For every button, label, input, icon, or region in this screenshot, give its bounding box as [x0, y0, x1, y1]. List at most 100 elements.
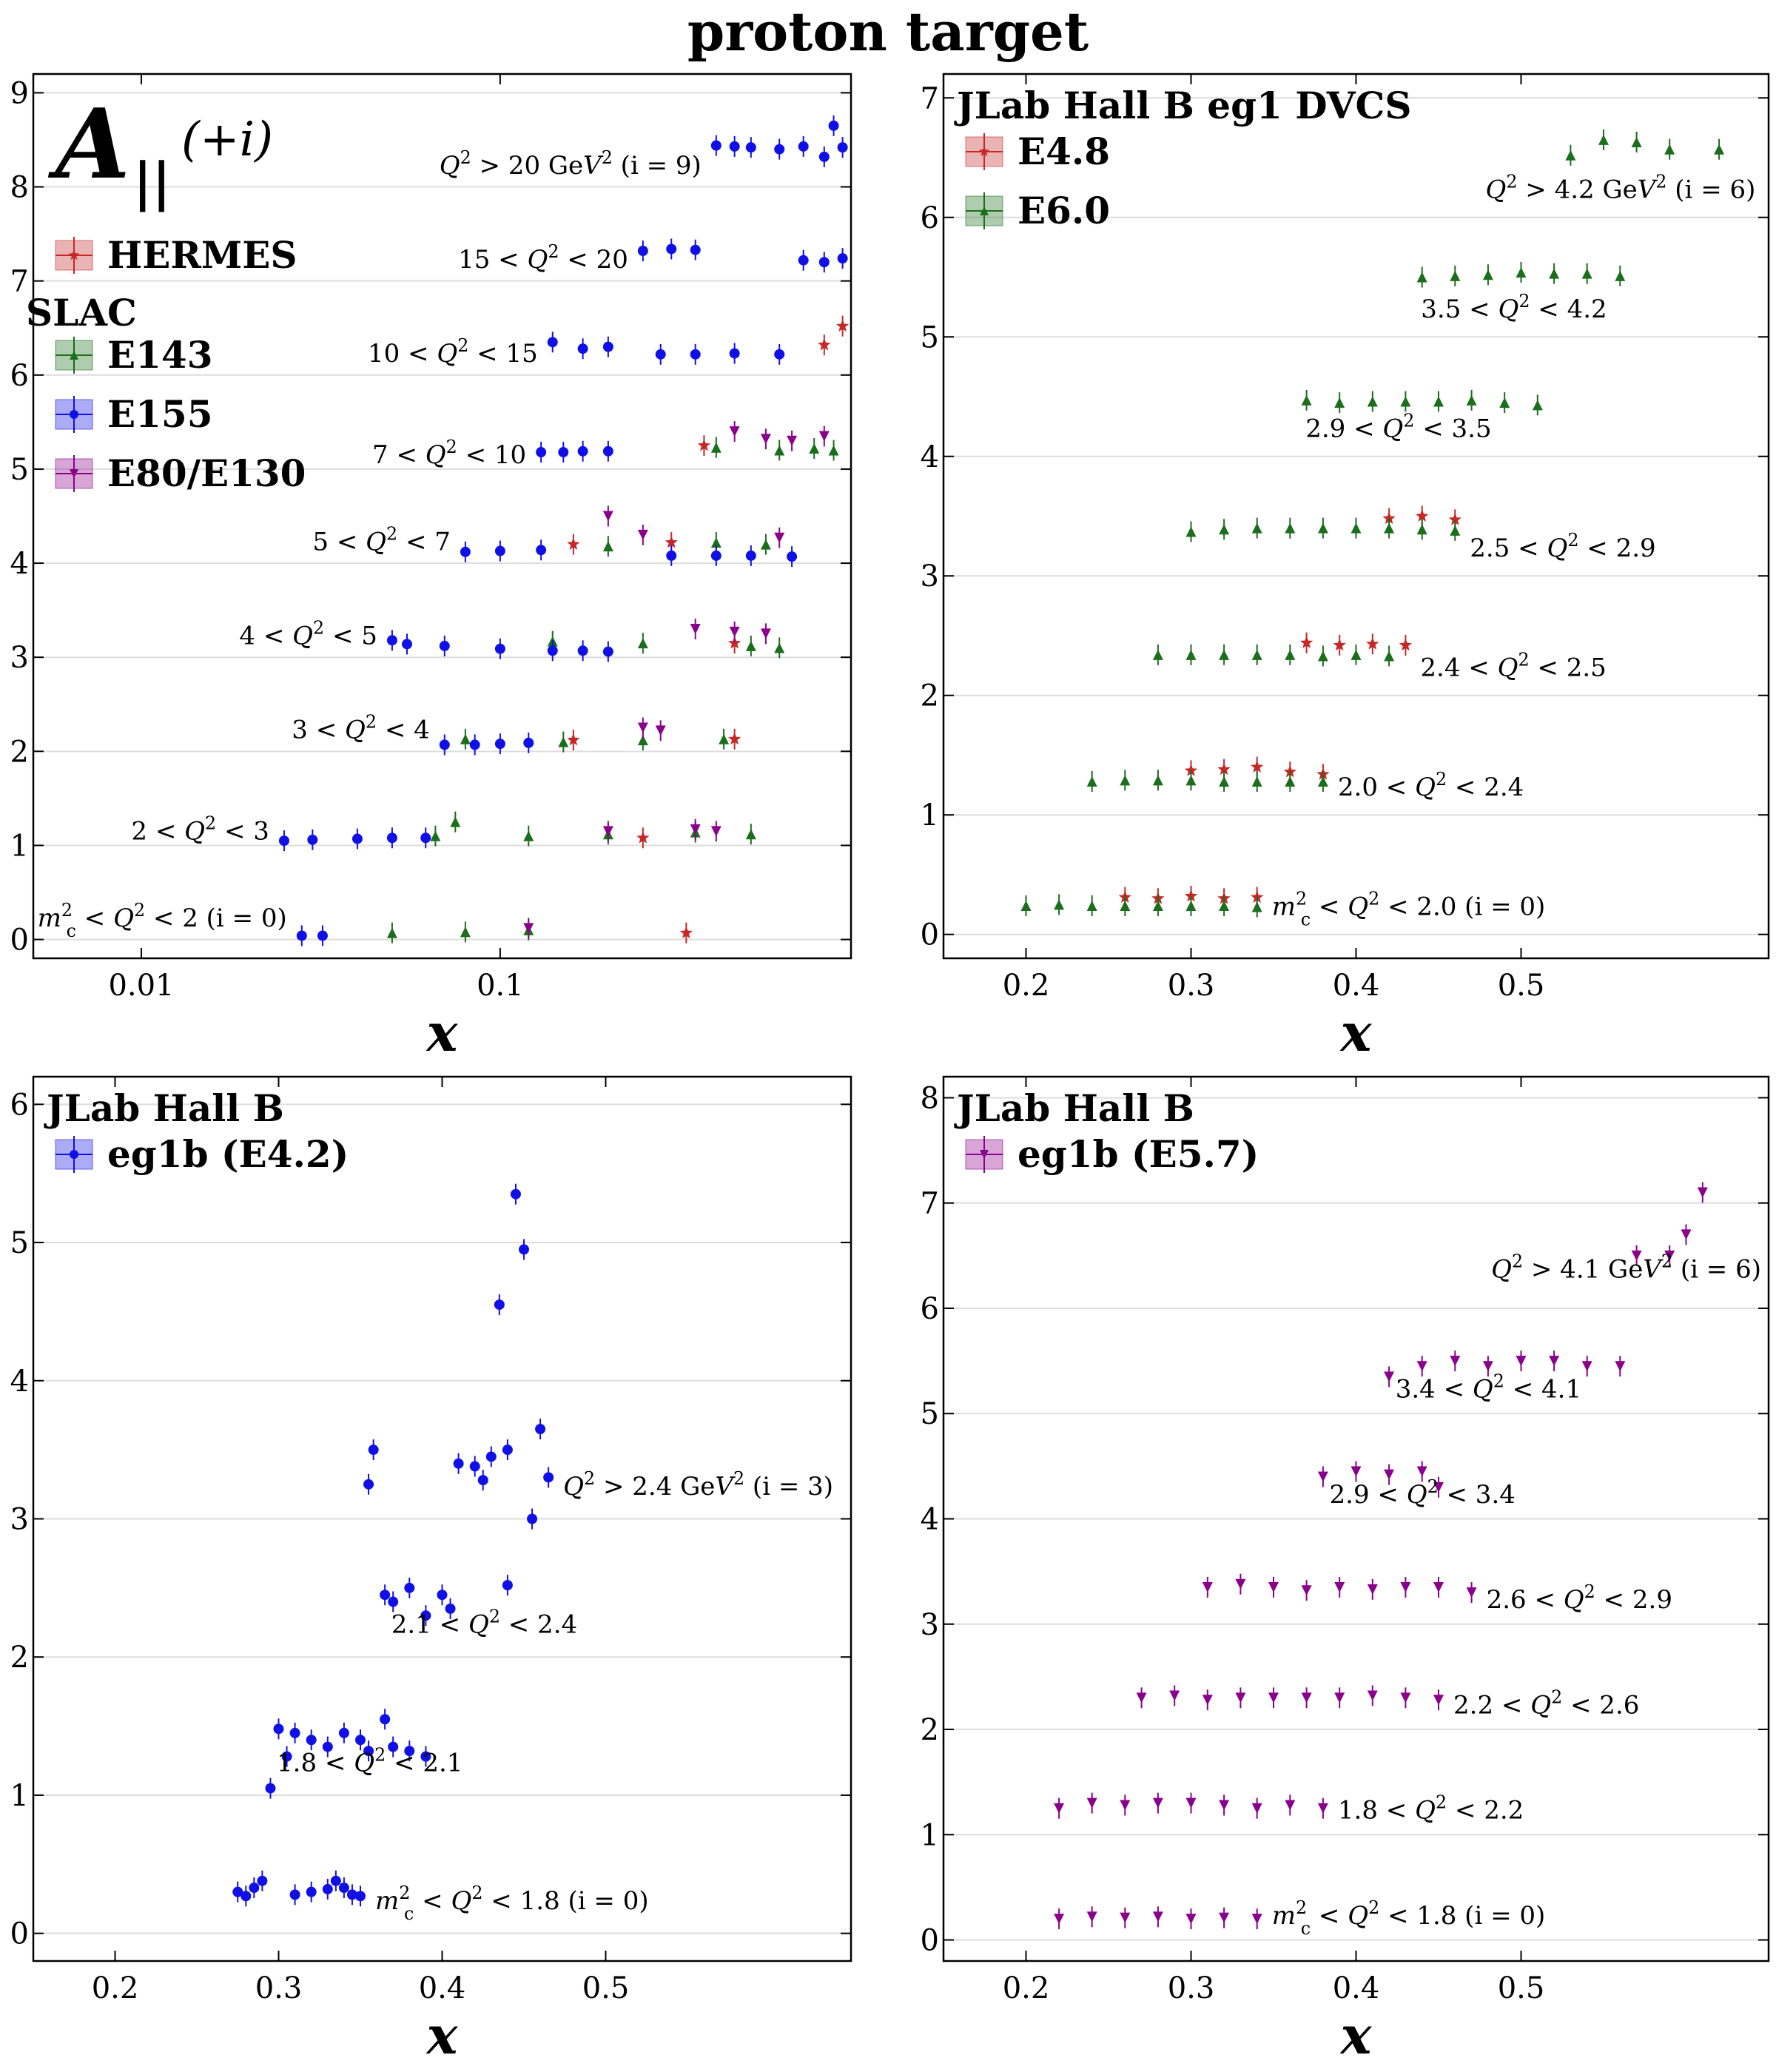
x-tick-label: 0.3 — [1168, 969, 1215, 1003]
data-point — [460, 546, 471, 557]
data-point — [1384, 1469, 1395, 1480]
x-tick-label: 0.5 — [582, 1971, 630, 2005]
data-point — [1086, 1911, 1097, 1923]
data-point — [1631, 137, 1642, 148]
data-point — [469, 739, 480, 750]
data-point — [388, 1596, 399, 1607]
data-point — [697, 439, 711, 451]
bin-label: Q2 > 20 GeV2 (i = 9) — [440, 147, 702, 181]
legend-marker — [980, 1150, 989, 1159]
data-point — [1400, 1581, 1411, 1592]
data-point — [745, 550, 756, 561]
data-point — [1301, 394, 1312, 406]
legend-marker — [70, 1150, 78, 1159]
bin-label: m2 c < Q2 < 1.8 (i = 0) — [1272, 1897, 1546, 1939]
panel-top-right: 0 1 2 3 4 5 6 7 0.2 0.3 0.4 0.5 x m2 c < Q2 < 2.0 (i =… — [921, 73, 1770, 1063]
bin-label: m2 c < Q2 < 1.8 (i = 0) — [375, 1883, 649, 1924]
y-tick-label: 7 — [10, 265, 29, 299]
data-point — [1532, 400, 1543, 411]
data-point — [1152, 649, 1163, 660]
bin-label: Q2 > 4.1 GeV2 (i = 6) — [1491, 1251, 1761, 1284]
series-e6-0 — [1020, 129, 1725, 918]
data-point — [1581, 268, 1592, 279]
data-point — [745, 829, 756, 840]
data-point — [690, 349, 701, 360]
bin-label: 15 < Q2 < 20 — [458, 241, 628, 275]
data-point — [1366, 637, 1379, 650]
data-point — [636, 831, 650, 844]
y-tick-label: 6 — [10, 359, 29, 393]
data-point — [666, 243, 677, 255]
bin-label: 3.5 < Q2 < 4.2 — [1421, 291, 1607, 324]
data-point — [655, 349, 666, 360]
data-point — [1152, 1911, 1163, 1923]
data-point — [1433, 396, 1444, 407]
data-point — [485, 1451, 497, 1462]
data-point — [1299, 636, 1314, 648]
y-tick-label: 8 — [10, 171, 29, 205]
x-tick-label: 0.3 — [255, 1971, 303, 2005]
y-tick-label: 4 — [10, 1365, 29, 1399]
data-point — [502, 1580, 513, 1591]
data-point — [818, 431, 830, 442]
data-point — [265, 1783, 276, 1794]
data-point — [1185, 649, 1197, 660]
panel-bottom-right: 0 1 2 3 4 5 6 7 8 0.2 0.3 0.4 0.5 x m2 c < Q2 < 1.8 (i … — [921, 1075, 1770, 2066]
data-point — [273, 1723, 284, 1735]
data-point — [289, 1727, 300, 1738]
data-point — [1268, 1692, 1279, 1703]
data-point — [719, 733, 730, 744]
data-point — [774, 445, 785, 456]
data-point — [809, 443, 820, 454]
data-point — [437, 1590, 448, 1601]
data-point — [306, 1735, 317, 1746]
legend-marker — [978, 146, 990, 157]
asymmetry-superscript: (+i) — [181, 112, 273, 167]
data-point — [1219, 524, 1230, 535]
x-tick-label: 0.1 — [477, 969, 524, 1003]
y-tick-label: 2 — [10, 735, 29, 769]
data-point — [1416, 272, 1427, 283]
data-point — [729, 626, 740, 637]
bin-label: 10 < Q2 < 15 — [368, 335, 538, 369]
data-point — [837, 253, 848, 264]
data-point — [1152, 775, 1163, 786]
data-point — [760, 539, 771, 550]
panel-title: JLab Hall B — [44, 1086, 284, 1130]
data-point — [1120, 1800, 1131, 1811]
data-point — [1681, 1229, 1692, 1240]
data-point — [818, 338, 831, 351]
data-point — [1466, 394, 1477, 406]
data-point — [547, 645, 558, 656]
legend-label: E143 — [107, 333, 212, 377]
bin-label: 2.9 < Q2 < 3.5 — [1305, 410, 1491, 443]
data-point — [1152, 900, 1163, 911]
data-point — [1219, 1912, 1230, 1923]
y-tick-label: 1 — [10, 829, 29, 863]
data-point — [602, 445, 613, 457]
data-point — [1317, 1803, 1328, 1814]
data-point — [710, 537, 722, 548]
data-point — [637, 722, 648, 733]
data-point — [494, 545, 505, 556]
data-point — [1334, 397, 1345, 408]
data-point — [1400, 396, 1411, 407]
data-point — [710, 140, 722, 151]
data-point — [445, 1603, 456, 1614]
data-point — [322, 1883, 333, 1894]
y-tick-label: 0 — [10, 1917, 29, 1951]
data-point — [728, 636, 741, 649]
data-point — [1054, 1914, 1065, 1925]
plot-frame — [32, 1075, 852, 1962]
data-point — [352, 833, 363, 844]
data-point — [363, 1746, 374, 1757]
data-point — [523, 737, 534, 748]
data-point — [1631, 1250, 1642, 1261]
data-point — [1202, 1695, 1213, 1706]
data-point — [602, 646, 613, 657]
data-point — [1450, 1356, 1461, 1367]
data-point — [665, 536, 678, 548]
data-point — [519, 1244, 529, 1255]
data-point — [355, 1735, 366, 1746]
